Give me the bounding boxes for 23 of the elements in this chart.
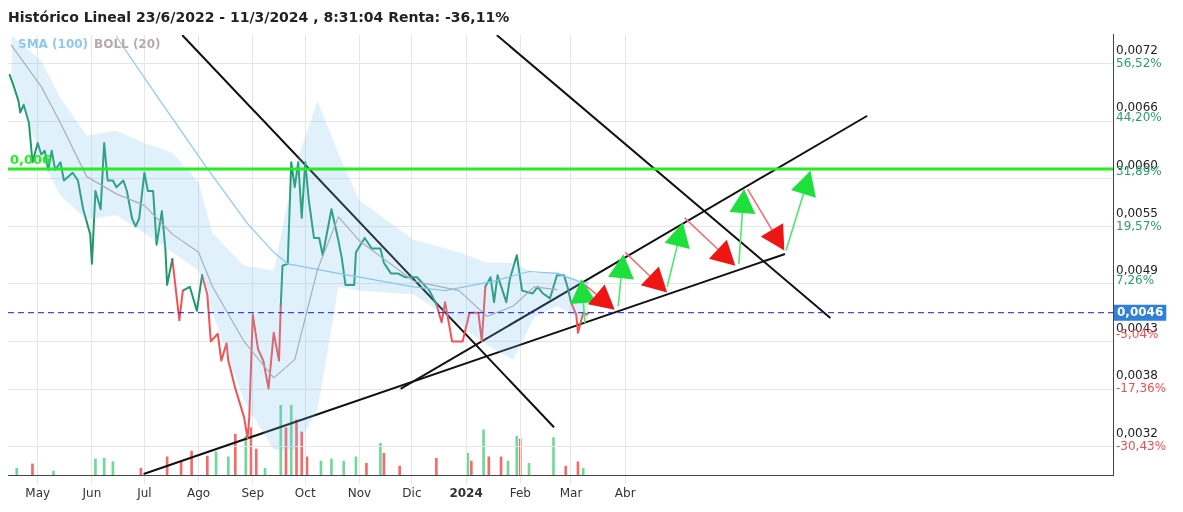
y-tick-label: 0,0032 bbox=[1116, 425, 1158, 440]
y-tick-label: 0,0072 bbox=[1116, 42, 1158, 57]
x-tick-label: Sep bbox=[241, 485, 265, 500]
x-tick-label: 2024 bbox=[449, 485, 483, 500]
x-tick-label: Nov bbox=[347, 485, 372, 500]
y-tick-label: 0,0055 bbox=[1116, 205, 1158, 220]
x-tick-label: Abr bbox=[614, 485, 636, 500]
x-tick-label: Jun bbox=[81, 485, 102, 500]
x-tick-label: Ago bbox=[186, 485, 211, 500]
x-tick-label: Jul bbox=[136, 485, 152, 500]
chart-title: Histórico Lineal 23/6/2022 - 11/3/2024 , 8:31:04 Renta: -36,11% bbox=[8, 9, 510, 26]
y2-tick-label: -17,36% bbox=[1116, 381, 1167, 396]
ref-line-label: 0,0046 bbox=[1117, 304, 1164, 319]
y-tick-label: 0,0038 bbox=[1116, 368, 1158, 383]
x-tick-label: May bbox=[25, 485, 51, 500]
x-tick-label: Dic bbox=[402, 485, 422, 500]
text: SMA (100) bbox=[18, 36, 89, 51]
x-tick-label: Oct bbox=[294, 485, 316, 500]
x-tick-label: Feb bbox=[509, 485, 531, 500]
y2-tick-label: 56,52% bbox=[1116, 55, 1162, 70]
y2-tick-label: -30,43% bbox=[1116, 438, 1167, 453]
x-tick-label: Mar bbox=[559, 485, 583, 500]
y2-tick-label: 19,57% bbox=[1116, 218, 1162, 233]
